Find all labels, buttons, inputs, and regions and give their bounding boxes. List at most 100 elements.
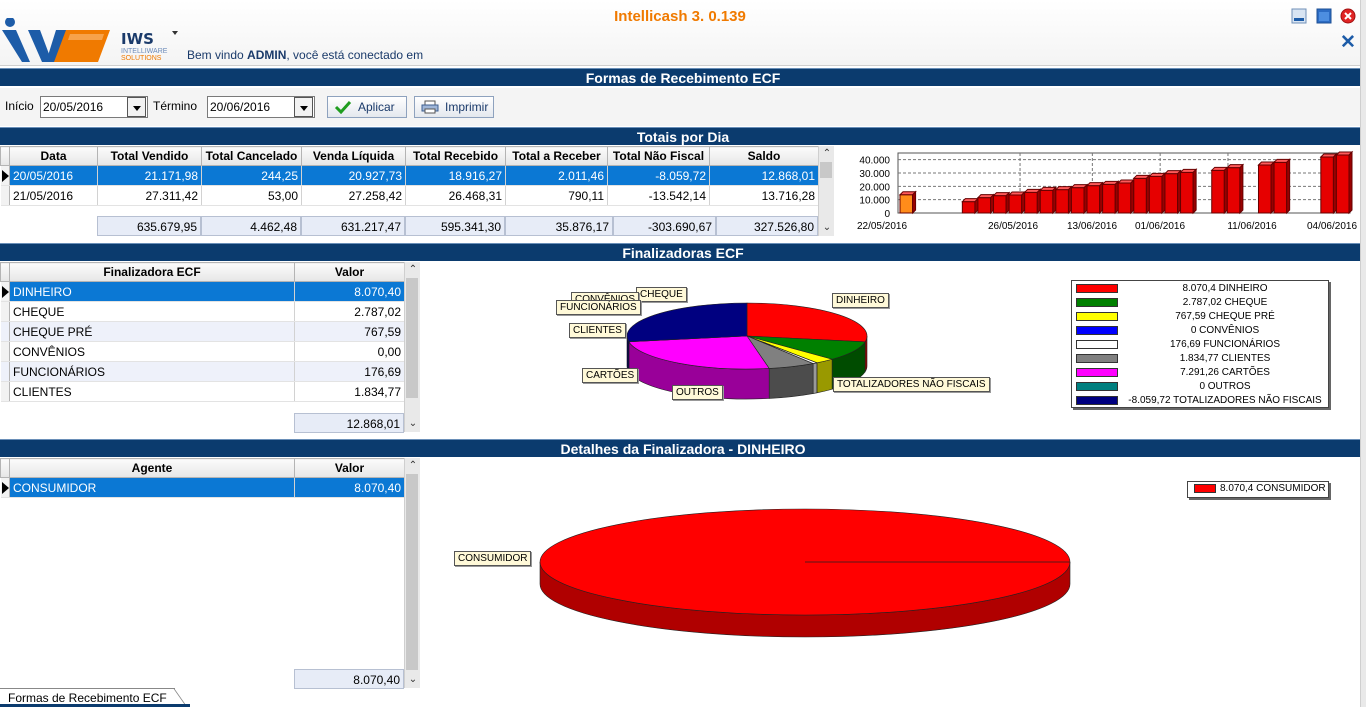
- finalizadoras-total: 12.868,01: [294, 413, 404, 433]
- column-header-data[interactable]: Data: [9, 146, 98, 166]
- legend-item: 8.070,4 DINHEIRO: [1072, 282, 1328, 296]
- cell-valor[interactable]: 767,59: [294, 321, 405, 342]
- column-header-saldo[interactable]: Saldo: [709, 146, 819, 166]
- chevron-down-icon[interactable]: [172, 31, 178, 35]
- x-tick-label: 22/05/2016: [857, 221, 907, 232]
- column-header-total-a-receber[interactable]: Total a Receber: [505, 146, 608, 166]
- daily-scrollbar[interactable]: ⌃ ⌄: [818, 146, 834, 236]
- pie-label-cartoes: CARTÕES: [582, 368, 639, 383]
- scroll-up-icon[interactable]: ⌃: [822, 148, 832, 159]
- scroll-down-icon[interactable]: ⌄: [408, 418, 418, 429]
- scroll-down-icon[interactable]: ⌄: [822, 222, 832, 233]
- column-header-total-recebido[interactable]: Total Recebido: [405, 146, 506, 166]
- close-icon[interactable]: [1340, 8, 1356, 24]
- cell-total-a-receber[interactable]: 790,11: [505, 185, 608, 206]
- cell-finalizadora[interactable]: FUNCIONÁRIOS: [9, 361, 295, 382]
- row-indicator-header: [0, 458, 10, 478]
- tab-formas-de-recebimento[interactable]: Formas de Recebimento ECF: [0, 688, 175, 707]
- daily-totals-table: Data Total Vendido Total Cancelado Venda…: [0, 146, 819, 206]
- legend-item: 767,59 CHEQUE PRÉ: [1072, 310, 1328, 324]
- table-row[interactable]: FUNCIONÁRIOS 176,69: [0, 361, 405, 382]
- cell-total-cancelado[interactable]: 244,25: [201, 165, 302, 186]
- cell-saldo[interactable]: 13.716,28: [709, 185, 819, 206]
- scroll-up-icon[interactable]: ⌃: [408, 460, 418, 471]
- cell-total-vendido[interactable]: 21.171,98: [97, 165, 202, 186]
- pie-label-clientes: CLIENTES: [569, 323, 626, 338]
- cell-total-recebido[interactable]: 18.916,27: [405, 165, 506, 186]
- table-row[interactable]: CLIENTES 1.834,77: [0, 381, 405, 402]
- scroll-thumb[interactable]: [406, 474, 418, 670]
- column-header-finalizadora[interactable]: Finalizadora ECF: [9, 262, 295, 282]
- cell-venda-liquida[interactable]: 27.258,42: [301, 185, 406, 206]
- cell-valor[interactable]: 2.787,02: [294, 301, 405, 322]
- cell-total-nao-fiscal[interactable]: -13.542,14: [607, 185, 710, 206]
- table-row[interactable]: CHEQUE PRÉ 767,59: [0, 321, 405, 342]
- cell-data[interactable]: 20/05/2016: [9, 165, 98, 186]
- cell-valor[interactable]: 8.070,40: [294, 281, 405, 302]
- cell-finalizadora[interactable]: DINHEIRO: [9, 281, 295, 302]
- cell-valor[interactable]: 8.070,40: [294, 477, 405, 498]
- cell-data[interactable]: 21/05/2016: [9, 185, 98, 206]
- cell-finalizadora[interactable]: CHEQUE PRÉ: [9, 321, 295, 342]
- table-row[interactable]: 21/05/2016 27.311,42 53,00 27.258,42 26.…: [0, 185, 819, 206]
- cell-finalizadora[interactable]: CHEQUE: [9, 301, 295, 322]
- cell-agente[interactable]: CONSUMIDOR: [9, 477, 295, 498]
- cell-total-recebido[interactable]: 26.468,31: [405, 185, 506, 206]
- legend-item: 1.834,77 CLIENTES: [1072, 352, 1328, 366]
- pie-slice-totalizadores-n-o-fiscais: [626, 302, 748, 343]
- column-header-total-vendido[interactable]: Total Vendido: [97, 146, 202, 166]
- table-row[interactable]: DINHEIRO 8.070,40: [0, 281, 405, 302]
- cell-saldo[interactable]: 12.868,01: [709, 165, 819, 186]
- apply-button[interactable]: Aplicar: [327, 96, 407, 118]
- maximize-icon[interactable]: [1316, 8, 1332, 24]
- cell-valor[interactable]: 176,69: [294, 361, 405, 382]
- legend-label: 0 CONVÊNIOS: [1190, 325, 1260, 336]
- row-pointer-icon: [1, 170, 9, 182]
- cell-total-nao-fiscal[interactable]: -8.059,72: [607, 165, 710, 186]
- finalizadoras-scrollbar[interactable]: ⌃ ⌄: [404, 262, 420, 432]
- row-pointer-icon: [1, 482, 9, 494]
- legend-item: 0 CONVÊNIOS: [1072, 324, 1328, 338]
- legend-swatch: [1076, 284, 1118, 293]
- cell-finalizadora[interactable]: CLIENTES: [9, 381, 295, 402]
- legend-label: 2.787,02 CHEQUE: [1182, 297, 1268, 308]
- column-header-total-nao-fiscal[interactable]: Total Não Fiscal: [607, 146, 710, 166]
- cell-valor[interactable]: 0,00: [294, 341, 405, 362]
- end-date-input[interactable]: [207, 96, 315, 118]
- scroll-up-icon[interactable]: ⌃: [408, 264, 418, 275]
- table-row[interactable]: CONVÊNIOS 0,00: [0, 341, 405, 362]
- close-form-icon[interactable]: ✕: [1340, 32, 1356, 53]
- legend-item: 0 OUTROS: [1072, 380, 1328, 394]
- legend-item: 7.291,26 CARTÕES: [1072, 366, 1328, 380]
- column-header-venda-liquida[interactable]: Venda Líquida: [301, 146, 406, 166]
- daily-totals-title: Totais por Dia: [0, 127, 1366, 145]
- scroll-thumb[interactable]: [406, 278, 418, 398]
- table-row[interactable]: CONSUMIDOR 8.070,40: [0, 477, 405, 498]
- page-title: Formas de Recebimento ECF: [0, 68, 1366, 86]
- welcome-message: Bem vindo ADMIN, você está conectado em: [187, 48, 424, 62]
- window-right-scrollbar[interactable]: [1360, 0, 1366, 707]
- row-indicator: [0, 381, 10, 402]
- cell-total-vendido[interactable]: 27.311,42: [97, 185, 202, 206]
- cell-valor[interactable]: 1.834,77: [294, 381, 405, 402]
- bar: [992, 191, 1011, 215]
- column-header-total-cancelado[interactable]: Total Cancelado: [201, 146, 302, 166]
- print-button[interactable]: Imprimir: [414, 96, 494, 118]
- column-header-agente[interactable]: Agente: [9, 458, 295, 478]
- cell-venda-liquida[interactable]: 20.927,73: [301, 165, 406, 186]
- table-row[interactable]: CHEQUE 2.787,02: [0, 301, 405, 322]
- filter-toolbar: Início Término Aplicar Imprimir: [0, 88, 1366, 126]
- cell-total-a-receber[interactable]: 2.011,46: [505, 165, 608, 186]
- scroll-down-icon[interactable]: ⌄: [408, 674, 418, 685]
- end-date-dropdown-button[interactable]: [294, 97, 313, 117]
- scroll-thumb[interactable]: [820, 162, 832, 178]
- start-date-input[interactable]: [40, 96, 148, 118]
- table-row[interactable]: 20/05/2016 21.171,98 244,25 20.927,73 18…: [0, 165, 819, 186]
- cell-finalizadora[interactable]: CONVÊNIOS: [9, 341, 295, 362]
- cell-total-cancelado[interactable]: 53,00: [201, 185, 302, 206]
- start-date-dropdown-button[interactable]: [127, 97, 146, 117]
- detalhes-scrollbar[interactable]: ⌃ ⌄: [404, 458, 420, 688]
- column-header-valor[interactable]: Valor: [294, 458, 405, 478]
- column-header-valor[interactable]: Valor: [294, 262, 405, 282]
- minimize-icon[interactable]: [1291, 8, 1307, 24]
